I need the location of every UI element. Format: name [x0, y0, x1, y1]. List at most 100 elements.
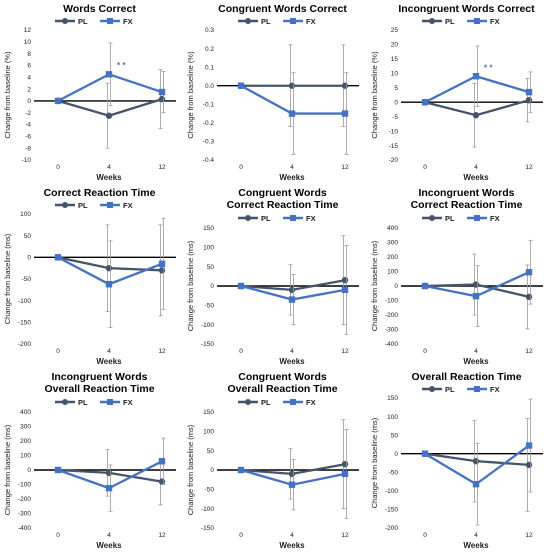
series-fx — [237, 429, 349, 519]
series-pl — [237, 419, 349, 510]
data-point-pl — [341, 277, 349, 284]
data-point-pl — [525, 97, 533, 104]
legend-marker-fx — [474, 18, 480, 24]
y-tick-label: 0 — [27, 255, 31, 262]
chart-title: Incongruent Words Overall Reaction Time — [44, 371, 154, 395]
y-tick-label: -200 — [18, 341, 31, 348]
y-tick-label: -50 — [205, 303, 215, 310]
y-tick-label: 100 — [203, 429, 214, 436]
chart-panel-5: Congruent Words Correct Reaction Time PL FX… — [186, 187, 359, 366]
data-point-fx — [54, 254, 62, 261]
chart-legend: PL FX — [238, 214, 316, 223]
legend-label-fx: FX — [306, 17, 316, 26]
chart-title: Congruent Words Correct Reaction Time — [227, 187, 339, 211]
legend-marker-fx — [107, 18, 113, 24]
series-fx — [237, 245, 349, 335]
x-tick-label: 12 — [158, 532, 166, 539]
chart-panel-8: Congruent Words Overall Reaction Time PL FX… — [186, 371, 359, 550]
x-tick-label: 0 — [56, 532, 60, 539]
chart-title: Incongruent Words Correct — [398, 3, 535, 15]
legend-label-pl: PL — [78, 17, 88, 26]
data-point-pl — [158, 478, 166, 485]
data-point-pl — [105, 112, 113, 119]
y-tick-label: 0.2 — [205, 46, 214, 53]
y-tick-label: -0.1 — [203, 101, 215, 108]
y-tick-label: -50 — [22, 276, 32, 283]
x-tick-label: 12 — [525, 164, 533, 171]
legend-label-pl: PL — [445, 385, 455, 394]
x-tick-label: 12 — [341, 532, 349, 539]
data-point-fx — [158, 260, 166, 268]
chart-panel-7: Incongruent Words Overall Reaction Time PL… — [3, 371, 176, 550]
x-tick-label: 0 — [239, 164, 243, 171]
chart-title: Correct Reaction Time — [44, 187, 156, 199]
x-tick-label: 12 — [525, 348, 533, 355]
y-tick-label: -200 — [18, 496, 31, 503]
y-tick-label: 0.0 — [205, 83, 214, 90]
y-tick-label: -4 — [25, 122, 31, 129]
legend-label-pl: PL — [78, 398, 88, 407]
chart-title: Congruent Words Correct — [218, 3, 347, 15]
y-tick-label: 20 — [391, 42, 399, 49]
y-tick-label: 150 — [203, 409, 214, 416]
data-point-pl — [472, 457, 480, 465]
legend-marker-pl — [245, 215, 251, 221]
data-point-pl — [158, 95, 166, 103]
x-tick-label: 0 — [423, 348, 427, 355]
y-tick-label: 150 — [387, 395, 398, 402]
legend-marker-pl — [429, 386, 435, 392]
chart-title: Incongruent Words Correct Reaction Time — [411, 187, 523, 211]
y-axis-label: Change from baseline (ms) — [3, 424, 12, 515]
series-fx — [54, 42, 166, 114]
x-tick-label: 4 — [474, 164, 478, 171]
chart-panel-9: Overall Reaction Time PL FX -200 -150 -100 -50… — [370, 371, 543, 550]
data-point-fx — [472, 73, 480, 80]
y-tick-label: -50 — [389, 469, 399, 476]
data-point-fx — [341, 286, 349, 294]
y-tick-label: -8 — [25, 145, 31, 152]
y-tick-label: -400 — [18, 525, 31, 532]
y-axis-label: Change from baseline (ms) — [186, 424, 195, 515]
y-tick-label: 50 — [391, 432, 399, 439]
y-axis-label: Change from baseline (ms) — [370, 417, 379, 508]
y-tick-label: -6 — [25, 134, 31, 141]
legend-label-pl: PL — [261, 214, 271, 223]
y-tick-label: -50 — [205, 487, 215, 494]
legend-marker-fx — [290, 215, 296, 221]
series-line-fx — [57, 73, 163, 102]
data-point-fx — [525, 269, 533, 276]
legend-marker-pl — [245, 399, 251, 405]
y-tick-label: 100 — [387, 269, 398, 276]
series-line-fx — [240, 84, 345, 115]
chart-title: Words Correct — [63, 3, 136, 15]
legend-label-pl: PL — [261, 17, 271, 26]
x-axis-label: Weeks — [463, 357, 489, 366]
x-axis-label: Weeks — [463, 173, 489, 182]
data-point-pl — [288, 82, 296, 89]
significance-marker: * * — [117, 61, 126, 70]
y-tick-label: -5 — [392, 114, 398, 121]
chart-legend: PL FX — [422, 385, 500, 394]
y-tick-label: 50 — [207, 264, 215, 271]
data-point-pl — [472, 281, 480, 288]
data-point-pl — [105, 469, 113, 477]
data-point-fx — [288, 110, 296, 117]
legend-label-fx: FX — [490, 385, 500, 394]
series-pl — [54, 224, 166, 317]
chart-title-line: Overall Reaction Time — [44, 383, 154, 395]
series-pl — [421, 418, 533, 512]
data-point-fx — [288, 296, 296, 303]
y-tick-label: 0 — [27, 98, 31, 105]
y-tick-label: -400 — [385, 341, 398, 348]
legend-marker-fx — [474, 386, 480, 392]
y-tick-label: 150 — [203, 225, 214, 232]
data-point-pl — [158, 267, 166, 274]
y-axis-label: Change from baseline (ms) — [370, 240, 379, 331]
y-tick-label: 100 — [203, 245, 214, 252]
chart-title-line: Incongruent Words Correct — [398, 3, 535, 15]
data-point-pl — [525, 293, 533, 301]
legend-label-fx: FX — [306, 214, 316, 223]
y-tick-label: -15 — [389, 143, 399, 150]
data-point-fx — [421, 99, 429, 106]
series-line-fx — [424, 74, 530, 104]
